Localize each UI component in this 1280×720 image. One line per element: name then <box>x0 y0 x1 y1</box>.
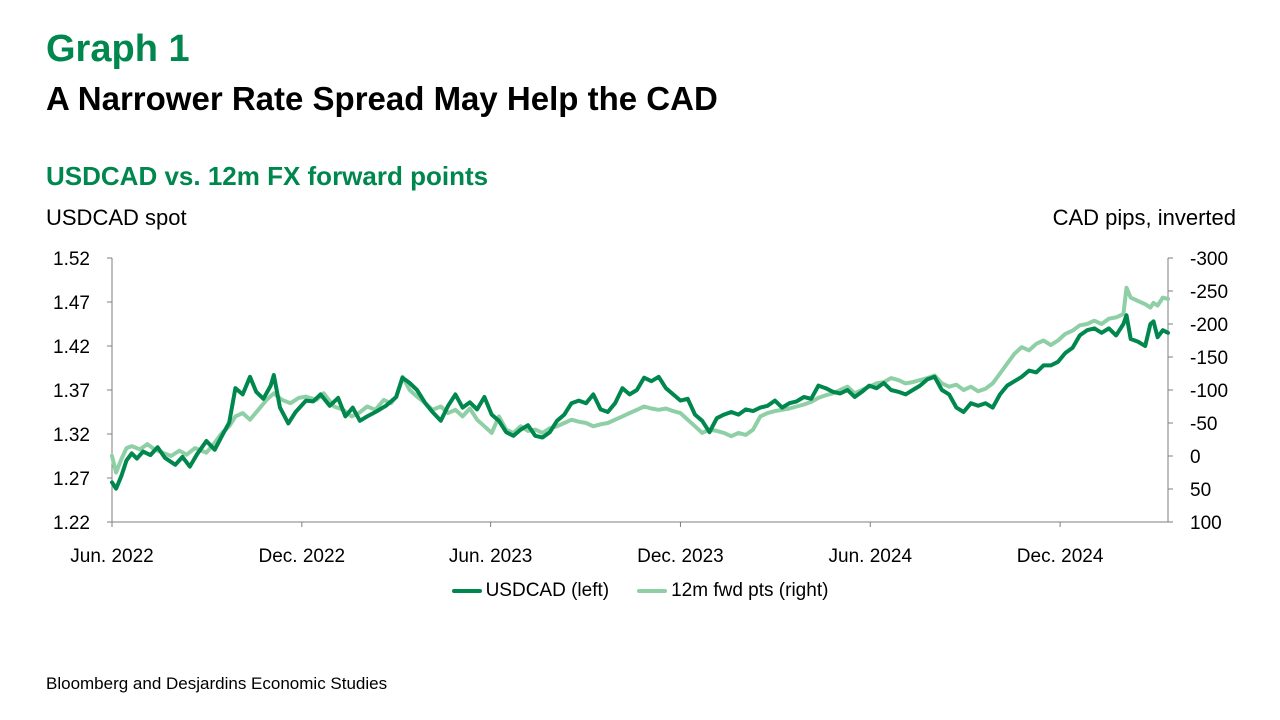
legend-item-fwd-pts: 12m fwd pts (right) <box>637 580 828 602</box>
chart-subtitle: USDCAD vs. 12m FX forward points <box>46 161 489 191</box>
right-tick-label: -150 <box>1190 348 1228 369</box>
left-tick-label: 1.27 <box>53 469 90 490</box>
source-note: Bloomberg and Desjardins Economic Studie… <box>46 674 388 693</box>
x-tick-label: Dec. 2023 <box>637 546 724 567</box>
right-tick-label: 0 <box>1190 447 1201 468</box>
legend-label-usdcad: USDCAD (left) <box>485 580 610 601</box>
graph-label: Graph 1 <box>46 28 190 70</box>
left-tick-label: 1.47 <box>53 293 90 314</box>
left-tick-label: 1.52 <box>53 249 90 270</box>
left-tick-label: 1.37 <box>53 381 90 402</box>
right-tick-label: 50 <box>1190 480 1211 501</box>
right-axis-title: CAD pips, inverted <box>1052 205 1236 230</box>
left-tick-label: 1.32 <box>53 425 90 446</box>
chart-lines <box>110 285 1170 491</box>
x-tick-label: Jun. 2024 <box>829 546 913 567</box>
right-tick-label: -300 <box>1190 249 1228 270</box>
x-tick-label: Dec. 2022 <box>259 546 346 567</box>
legend-label-fwd-pts: 12m fwd pts (right) <box>671 580 829 601</box>
x-tick-label: Dec. 2024 <box>1017 546 1104 567</box>
right-tick-label: 100 <box>1190 513 1222 534</box>
right-tick-label: -50 <box>1190 414 1217 435</box>
legend-swatch-fwd-pts <box>637 589 668 593</box>
series-line-fwd-pts <box>110 285 1170 475</box>
left-tick-label: 1.22 <box>53 513 90 534</box>
series-line-usdcad <box>110 313 1170 491</box>
chart-axes: 1.22 1.27 1.32 1.37 1.42 1.47 1.52 100 50 0 -50 -10… <box>53 249 1228 567</box>
right-tick-label: -200 <box>1190 315 1228 336</box>
legend-item-usdcad: USDCAD (left) <box>451 580 610 602</box>
chart-title: A Narrower Rate Spread May Help the CAD <box>46 80 718 117</box>
left-axis-title: USDCAD spot <box>46 205 187 230</box>
right-tick-label: -250 <box>1190 282 1228 303</box>
left-tick-label: 1.42 <box>53 337 90 358</box>
x-tick-label: Jun. 2022 <box>70 546 153 567</box>
legend: USDCAD (left) 12m fwd pts (right) <box>0 580 1280 602</box>
right-tick-label: -100 <box>1190 381 1228 402</box>
legend-swatch-usdcad <box>451 589 482 593</box>
x-tick-label: Jun. 2023 <box>449 546 532 567</box>
